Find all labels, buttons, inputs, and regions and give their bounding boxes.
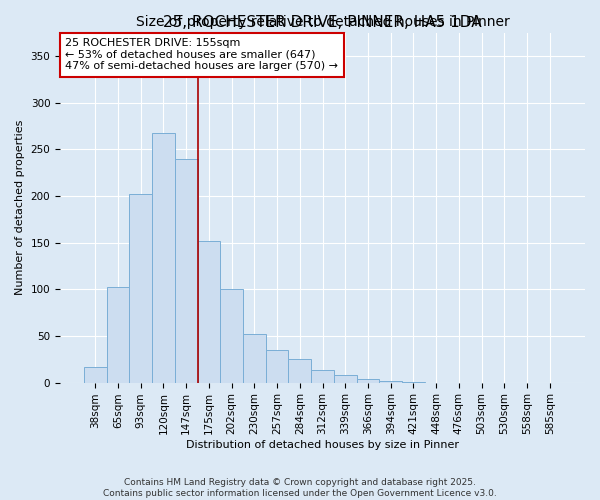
Bar [289, 360, 311, 382]
Text: Size of property relative to detached houses in Pinner: Size of property relative to detached ho… [136, 16, 509, 30]
Bar [334, 375, 356, 382]
Title: 25, ROCHESTER DRIVE, PINNER, HA5 1DA: 25, ROCHESTER DRIVE, PINNER, HA5 1DA [163, 16, 482, 30]
Bar [243, 334, 266, 382]
Text: Contains HM Land Registry data © Crown copyright and database right 2025.
Contai: Contains HM Land Registry data © Crown c… [103, 478, 497, 498]
Bar [107, 286, 130, 382]
Bar [356, 379, 379, 382]
Y-axis label: Number of detached properties: Number of detached properties [15, 120, 25, 296]
Bar [84, 366, 107, 382]
Bar [130, 194, 152, 382]
Bar [266, 350, 289, 382]
Bar [379, 380, 402, 382]
Bar [152, 132, 175, 382]
X-axis label: Distribution of detached houses by size in Pinner: Distribution of detached houses by size … [186, 440, 459, 450]
Bar [175, 159, 197, 382]
Bar [197, 241, 220, 382]
Bar [311, 370, 334, 382]
Bar [220, 290, 243, 382]
Text: 25 ROCHESTER DRIVE: 155sqm
← 53% of detached houses are smaller (647)
47% of sem: 25 ROCHESTER DRIVE: 155sqm ← 53% of deta… [65, 38, 338, 72]
